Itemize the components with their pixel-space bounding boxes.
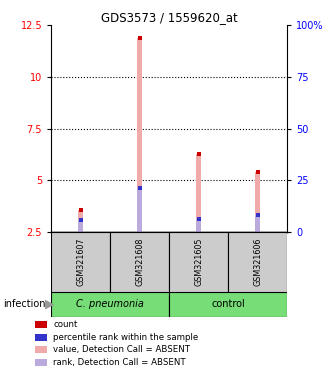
Bar bbox=[35, 346, 47, 353]
Bar bbox=[169, 292, 287, 317]
Text: control: control bbox=[211, 299, 245, 310]
Title: GDS3573 / 1559620_at: GDS3573 / 1559620_at bbox=[101, 11, 238, 24]
Text: infection: infection bbox=[3, 299, 46, 310]
Bar bbox=[110, 232, 169, 292]
Text: rank, Detection Call = ABSENT: rank, Detection Call = ABSENT bbox=[53, 358, 186, 367]
Text: GSM321606: GSM321606 bbox=[253, 238, 262, 286]
Text: GSM321605: GSM321605 bbox=[194, 238, 203, 286]
Bar bbox=[137, 38, 142, 232]
Text: count: count bbox=[53, 321, 78, 329]
Text: GSM321607: GSM321607 bbox=[76, 238, 85, 286]
Text: ▶: ▶ bbox=[45, 298, 54, 311]
Text: C. pneumonia: C. pneumonia bbox=[76, 299, 144, 310]
Bar bbox=[51, 292, 169, 317]
Bar bbox=[255, 215, 260, 232]
Bar bbox=[255, 172, 260, 232]
Bar bbox=[137, 188, 142, 232]
Bar bbox=[35, 321, 47, 328]
Bar bbox=[228, 232, 287, 292]
Text: value, Detection Call = ABSENT: value, Detection Call = ABSENT bbox=[53, 346, 190, 354]
Bar bbox=[78, 210, 83, 232]
Text: GSM321608: GSM321608 bbox=[135, 238, 144, 286]
Bar bbox=[196, 219, 201, 232]
Bar bbox=[196, 154, 201, 232]
Text: percentile rank within the sample: percentile rank within the sample bbox=[53, 333, 199, 342]
Bar bbox=[51, 232, 110, 292]
Bar bbox=[35, 334, 47, 341]
Bar bbox=[35, 359, 47, 366]
Bar bbox=[169, 232, 228, 292]
Bar bbox=[78, 220, 83, 232]
